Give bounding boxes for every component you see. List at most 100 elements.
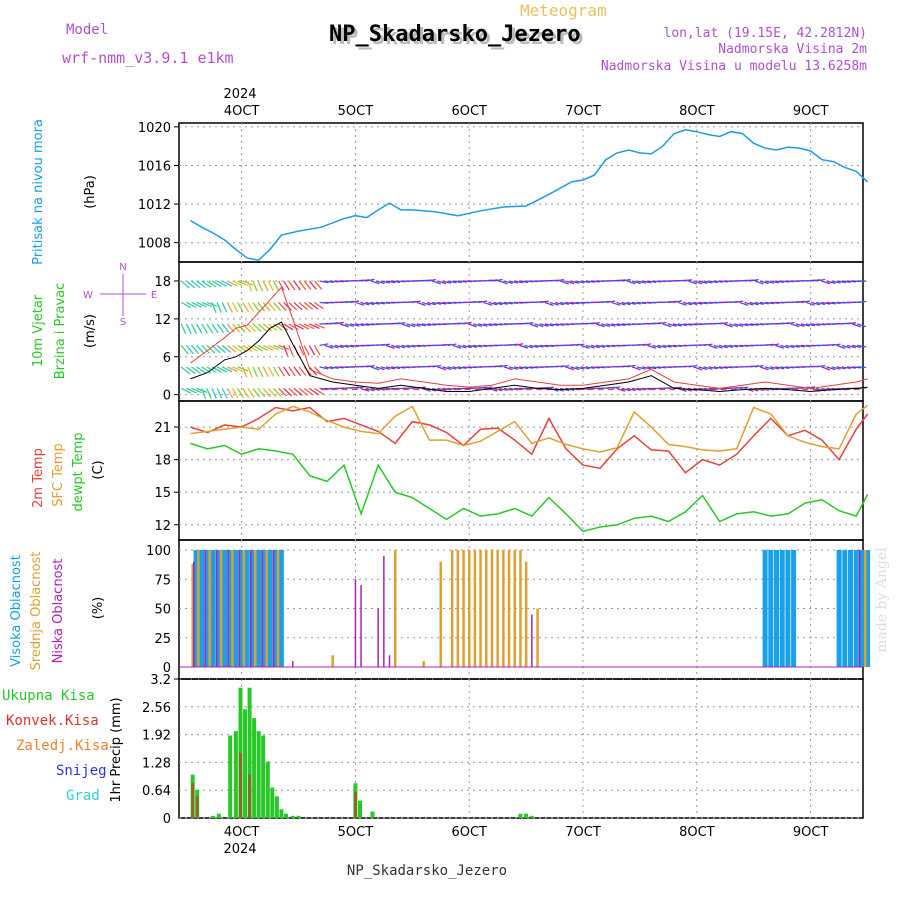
total-precip-bar <box>211 815 216 818</box>
high-cloud-bar <box>273 550 279 667</box>
wind-barb <box>385 366 396 370</box>
wind-barb <box>831 343 841 347</box>
wind-barb <box>447 343 457 347</box>
wind-barb <box>647 366 657 370</box>
wind-barb <box>831 280 841 284</box>
wind-barb <box>401 323 411 328</box>
wind-barb <box>298 366 307 376</box>
total-precip-bar <box>279 809 284 818</box>
wind-barb <box>688 301 698 306</box>
wind-barb <box>262 302 271 312</box>
wind-barb <box>247 344 258 352</box>
wind-barb <box>391 366 401 370</box>
wind-barb <box>221 323 230 333</box>
wind-barb <box>831 366 841 370</box>
wind-barb <box>780 344 790 349</box>
model-name: wrf-nmm_v3.9.1 e1km <box>62 49 234 67</box>
wind-barb <box>734 300 744 304</box>
wind-barb <box>790 344 800 348</box>
y-tick-label: 1.28 <box>142 756 171 771</box>
wind-barb <box>406 323 416 328</box>
wind-barb <box>821 301 831 305</box>
wind-barb <box>257 344 269 352</box>
wind-barb <box>519 344 529 349</box>
x-tick-label-top: 5OCT <box>338 104 374 119</box>
wind-barb <box>257 323 267 332</box>
mid-cloud-bar <box>519 550 522 667</box>
wind-barb <box>606 323 616 327</box>
precip-unit-label: 1hr Precip (mm) <box>109 697 124 802</box>
wind-barb <box>206 388 212 399</box>
wind-barb <box>442 280 452 284</box>
wind-barb <box>247 387 255 398</box>
mid-cloud-bar <box>219 550 223 667</box>
wind-barb <box>447 280 457 284</box>
wind-barb <box>293 280 301 291</box>
wind-barb <box>391 280 401 283</box>
sfc-temp-line <box>190 404 869 453</box>
wind-barb <box>211 280 222 288</box>
y-tick-label: 12 <box>154 519 171 534</box>
wind-barb <box>314 301 324 310</box>
pressure-panel <box>178 122 864 263</box>
wind-barb <box>283 345 289 356</box>
y-tick-label: 18 <box>154 454 171 469</box>
x-tick-label-bottom: 4OCT <box>224 825 260 840</box>
wind-barb <box>585 280 595 283</box>
wind-barb <box>257 302 266 312</box>
wind-barb <box>380 280 390 284</box>
high-cloud-bar <box>256 550 262 667</box>
wind-barb <box>626 280 636 285</box>
high-cloud-bar <box>779 550 785 667</box>
precip-legend-frozen: Zaledj.Kisa <box>16 738 109 754</box>
wind-barb <box>365 278 375 282</box>
convective-precip-bar <box>239 752 242 818</box>
wind-barb <box>452 280 462 284</box>
bottom-year-label: 2024 <box>223 842 256 857</box>
wind-barb <box>621 278 631 282</box>
low-cloud-bar <box>354 579 357 668</box>
wind-barb <box>739 301 749 307</box>
wind-barb <box>524 344 534 349</box>
y-tick-label: 75 <box>154 573 171 588</box>
wind-barb <box>473 323 482 328</box>
wind-barb <box>221 366 233 373</box>
wind-barb <box>242 302 250 313</box>
wind-barb <box>411 344 421 348</box>
wind-barb <box>770 343 780 347</box>
wind-barb <box>637 301 647 305</box>
wind-barb <box>313 345 321 356</box>
y-tick-label: 6 <box>163 351 171 366</box>
high-cloud-bar <box>199 550 205 667</box>
wind-barb <box>734 344 744 348</box>
wind-barb <box>190 323 198 334</box>
wind-barb <box>231 302 239 313</box>
wind-barb <box>268 344 279 351</box>
x-tick-label-bottom: 9OCT <box>793 825 829 840</box>
wind-barb <box>739 323 749 327</box>
wind-barb <box>708 344 718 350</box>
wind-barb <box>313 280 323 290</box>
wind-barb <box>775 280 785 284</box>
wind-barb <box>298 301 308 311</box>
y-tick-label: 18 <box>154 275 171 290</box>
page-title: NP_Skadarsko_Jezero <box>329 22 581 47</box>
compass-south: S <box>120 317 126 328</box>
wind-barb <box>380 366 390 370</box>
wind-barb <box>780 280 790 283</box>
wind-barb <box>780 366 790 369</box>
wind-barb <box>319 343 329 347</box>
wind-barb <box>196 323 203 334</box>
wind-barb <box>385 344 395 350</box>
wind-barb <box>857 323 867 328</box>
wind-barb <box>329 366 339 369</box>
wind-barb <box>452 366 462 370</box>
y-tick-label: 2.56 <box>142 701 171 716</box>
wind-barb <box>365 365 375 368</box>
wind-barb <box>672 300 682 304</box>
wind-barb <box>329 344 339 349</box>
wind-barb <box>754 280 764 285</box>
wind-barb <box>308 387 319 396</box>
total-precip-bar <box>274 796 279 818</box>
low-cloud-bar <box>360 585 362 667</box>
